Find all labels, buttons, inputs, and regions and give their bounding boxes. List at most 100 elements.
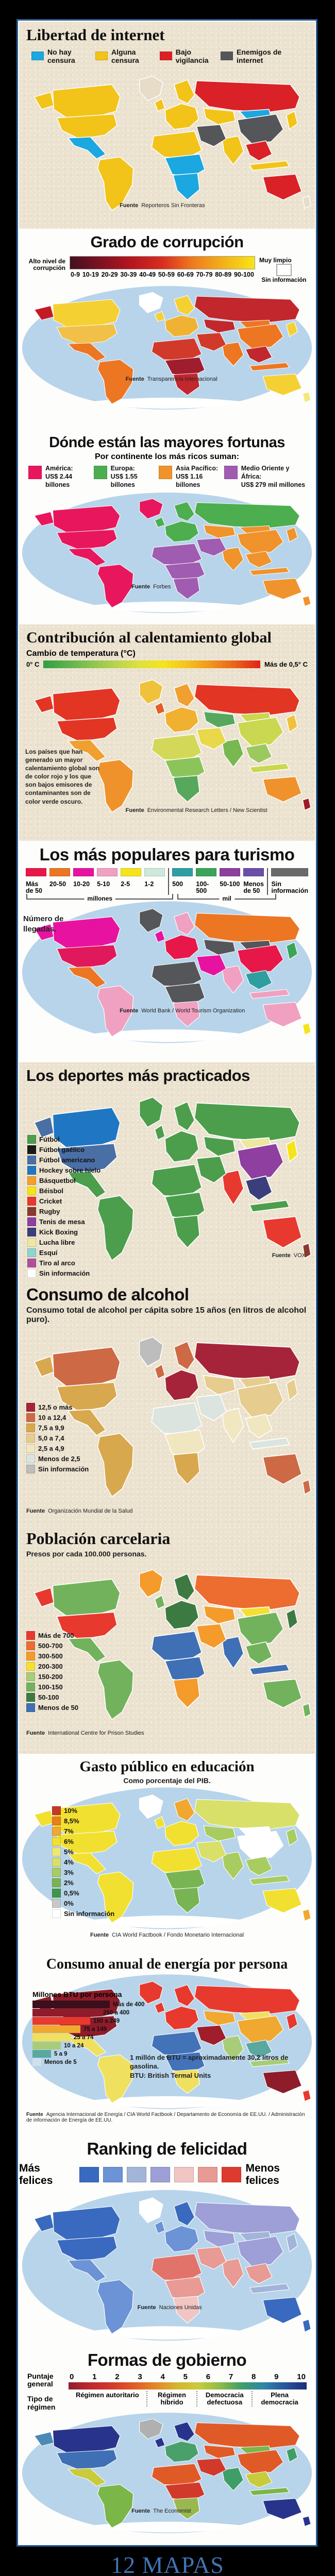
fuente-source: Agencia Internacional de Energía / CIA W…: [26, 2112, 305, 2124]
section-title: Formas de gobierno: [87, 2350, 247, 2369]
legend-swatch: [27, 1145, 36, 1154]
region-southamerica: [97, 1432, 134, 1497]
region-centralasia: [203, 1825, 236, 1842]
section-subtitle: Presos por cada 100.000 personas.: [26, 1549, 147, 1558]
legend-swatch: [32, 2033, 71, 2042]
world-map-fortunas: [22, 493, 312, 614]
region-greenland: [139, 2197, 163, 2223]
legend-item: Sin información: [52, 1909, 115, 1919]
fuente-credit: Fuente Transparencia Internacional: [126, 376, 217, 382]
region-nafrica: [151, 1163, 203, 1197]
region-greenland: [139, 292, 163, 313]
fuente-credit: Fuente World Bank / World Tourism Organiz…: [120, 1008, 245, 1014]
region-newzealand: [302, 1479, 311, 1495]
region-newzealand: [302, 2090, 311, 2102]
legend-item-label: 200-300: [38, 1662, 63, 1670]
legend-item: 5-10: [95, 868, 119, 888]
region-japan: [286, 1608, 298, 1630]
region-centralasia: [203, 2230, 236, 2247]
legend-item-label: Béisbol: [39, 1187, 63, 1195]
region-southamerica: [97, 2279, 134, 2334]
legend-item-label: 300-500: [38, 1652, 63, 1660]
fuente-label: Fuente: [120, 1008, 139, 1014]
legend-swatch: [271, 868, 308, 876]
legend-item: 150 a 249: [32, 2017, 144, 2025]
legend-item-label: 100-150: [38, 1683, 63, 1691]
legend-swatch: [31, 52, 44, 61]
region-indonesia: [249, 1875, 290, 1886]
legend-item-label: Kick Boxing: [39, 1228, 78, 1236]
region-australia: [262, 2296, 302, 2324]
region-china: [237, 323, 284, 349]
map-area: Fuente Transparencia Internacional: [19, 284, 315, 411]
legend-swatch: [243, 868, 264, 876]
scale-tick: 0: [70, 2372, 74, 2381]
legend-swatch: [26, 1662, 35, 1671]
legend-item: Kick Boxing: [27, 1227, 100, 1236]
legend-swatch: [26, 1464, 35, 1473]
legend-item: Hockey sobre hielo: [27, 1165, 100, 1175]
map-annotation: Los países que han generado un mayor cal…: [25, 748, 100, 805]
section-title: Dónde están las mayores fortunas: [49, 434, 285, 451]
region-nafrica: [151, 1631, 203, 1662]
scale-tick: 6: [206, 2372, 211, 2381]
fuente-credit: Fuente The Economist: [131, 2508, 191, 2514]
fuente-source: Reporteros Sin Fronteras: [141, 202, 205, 209]
world-map-alcohol: [34, 1336, 311, 1497]
section-title: Contribución al calentamiento global: [26, 629, 272, 646]
legend-item: 20-50: [48, 868, 72, 888]
legend-swatch: [52, 1868, 61, 1877]
legend-item-value: US$ 1.16 billones: [176, 473, 203, 488]
legend-item-label: Menos de 5: [44, 2059, 77, 2065]
legend-divider: [168, 868, 170, 895]
legend-item: 500: [171, 868, 194, 888]
legend-swatch: [52, 1827, 61, 1836]
world-map-felicidad: [22, 2190, 312, 2341]
region-usa: [56, 2235, 118, 2262]
region-scandinavia: [174, 912, 195, 936]
legend-item: Sin información: [27, 1268, 100, 1278]
region-scandinavia: [174, 2201, 195, 2226]
regime-category: Régimen autoritario: [75, 2391, 139, 2399]
region-scandinavia: [174, 1798, 195, 1822]
region-australia: [262, 578, 302, 600]
legend-heading: Millones BTU por persona: [32, 1990, 122, 1999]
legend-item-label: 25 a 74: [74, 2034, 94, 2041]
legend-item-label: 0%: [64, 1900, 74, 1908]
fuente-credit: Fuente Environmental Research Letters / N…: [126, 807, 267, 814]
legend-item-value: US$ 2.44 billones: [45, 473, 73, 488]
legend-swatch: [26, 1444, 35, 1453]
legend-swatch: [52, 1909, 61, 1919]
fuente-source: The Economist: [153, 2508, 191, 2515]
region-seasia: [245, 551, 273, 568]
legend-item-label: Sin información: [64, 1910, 115, 1918]
legend-swatch: [27, 1134, 36, 1144]
map-footnote-line: BTU: British Termal Units: [130, 2071, 211, 2079]
legend-swatch: [27, 1207, 36, 1216]
legend-item-label: 8,5%: [64, 1817, 79, 1825]
legend-swatch: [103, 2166, 123, 2182]
fuente-credit: Fuente Forbes: [131, 584, 171, 590]
region-mexico: [68, 1637, 107, 1663]
region-greenland: [139, 1096, 163, 1128]
region-usa: [56, 323, 118, 345]
legend-item-label: 100-500: [196, 880, 209, 895]
legend-swatch: [127, 2166, 147, 2182]
legend-item-label: Más de 400: [113, 2001, 145, 2008]
region-middleeast: [196, 727, 227, 750]
legend-item: Básquetbol: [27, 1176, 100, 1185]
region-seasia: [245, 1175, 273, 1201]
scale-tick: 5: [183, 2372, 188, 2381]
region-antarctica: [90, 397, 244, 409]
region-newzealand: [302, 195, 311, 209]
legend-item-label: Enemigos de internet: [237, 47, 282, 64]
region-mexico: [68, 1171, 107, 1198]
region-usa: [56, 1611, 118, 1640]
legend-swatch: [27, 1196, 36, 1206]
world-map-calentamiento: [34, 679, 311, 812]
region-antarctica: [90, 2521, 244, 2533]
fuente-credit: Fuente CIA World Factbook / Fondo Monetar…: [19, 1931, 315, 1941]
region-seasia: [245, 2471, 273, 2488]
region-scandinavia: [174, 501, 195, 522]
region-china: [237, 1143, 284, 1180]
